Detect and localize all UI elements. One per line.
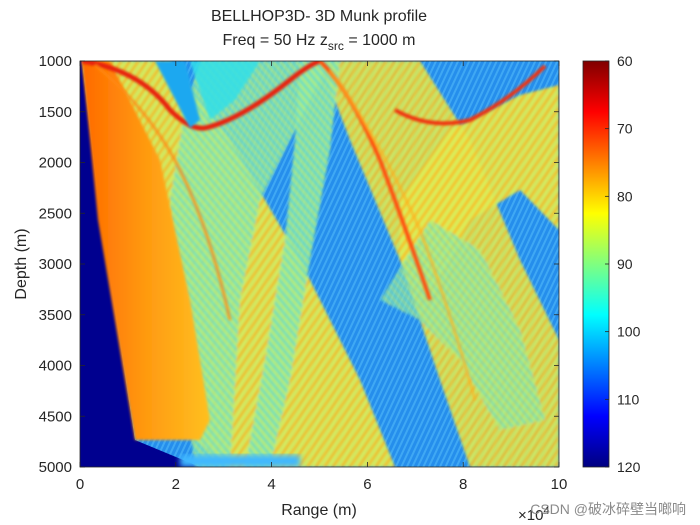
colorbar-tick-label: 110 [617,391,640,407]
x-axis-multiplier: ×104 [518,505,550,524]
colorbar-tick-label: 60 [617,53,633,69]
x-axis: 0 2 4 6 8 10 [76,61,568,493]
x-multiplier-base: ×10 [518,507,543,524]
y-tick-label: 1000 [39,53,72,70]
y-tick-label: 2000 [39,155,72,172]
y-axis: 1000 1500 2000 2500 3000 3500 4000 4500 5000 [39,53,559,476]
y-tick-label: 4500 [39,408,72,425]
watermark: CSDN @破冰碎壁当啷响 [530,501,686,517]
x-tick-label: 6 [363,476,371,493]
colorbar-ticks: 60 70 80 90 100 110 120 [605,53,641,475]
y-tick-label: 2500 [39,205,72,222]
y-tick-label: 1500 [39,104,72,121]
x-axis-label: Range (m) [281,502,357,519]
title-line2-suffix: = 1000 m [344,32,416,49]
title-line2-subscript: src [328,39,344,53]
colorbar-tick-label: 120 [617,459,641,475]
x-multiplier-exponent: 4 [543,505,549,517]
x-tick-label: 0 [76,476,84,493]
y-tick-label: 3000 [39,256,72,273]
colorbar-tick-label: 100 [617,324,641,340]
x-tick-label: 2 [172,476,180,493]
y-axis-label: Depth (m) [13,228,30,299]
y-tick-label: 3500 [39,307,72,324]
y-tick-label: 5000 [39,459,72,476]
colorbar [582,60,610,468]
x-tick-label: 4 [267,476,275,493]
x-tick-label: 10 [551,476,568,493]
chart-title-line2: Freq = 50 Hz zsrc = 1000 m [223,32,416,53]
chart-title-line1: BELLHOP3D- 3D Munk profile [211,8,427,25]
y-tick-label: 4000 [39,358,72,375]
x-tick-label: 8 [459,476,467,493]
colorbar-tick-label: 80 [617,188,633,204]
colorbar-tick-label: 70 [617,121,633,137]
title-line2-prefix: Freq = 50 Hz z [223,32,328,49]
heatmap-field [80,61,559,467]
colorbar-tick-label: 90 [617,256,633,272]
